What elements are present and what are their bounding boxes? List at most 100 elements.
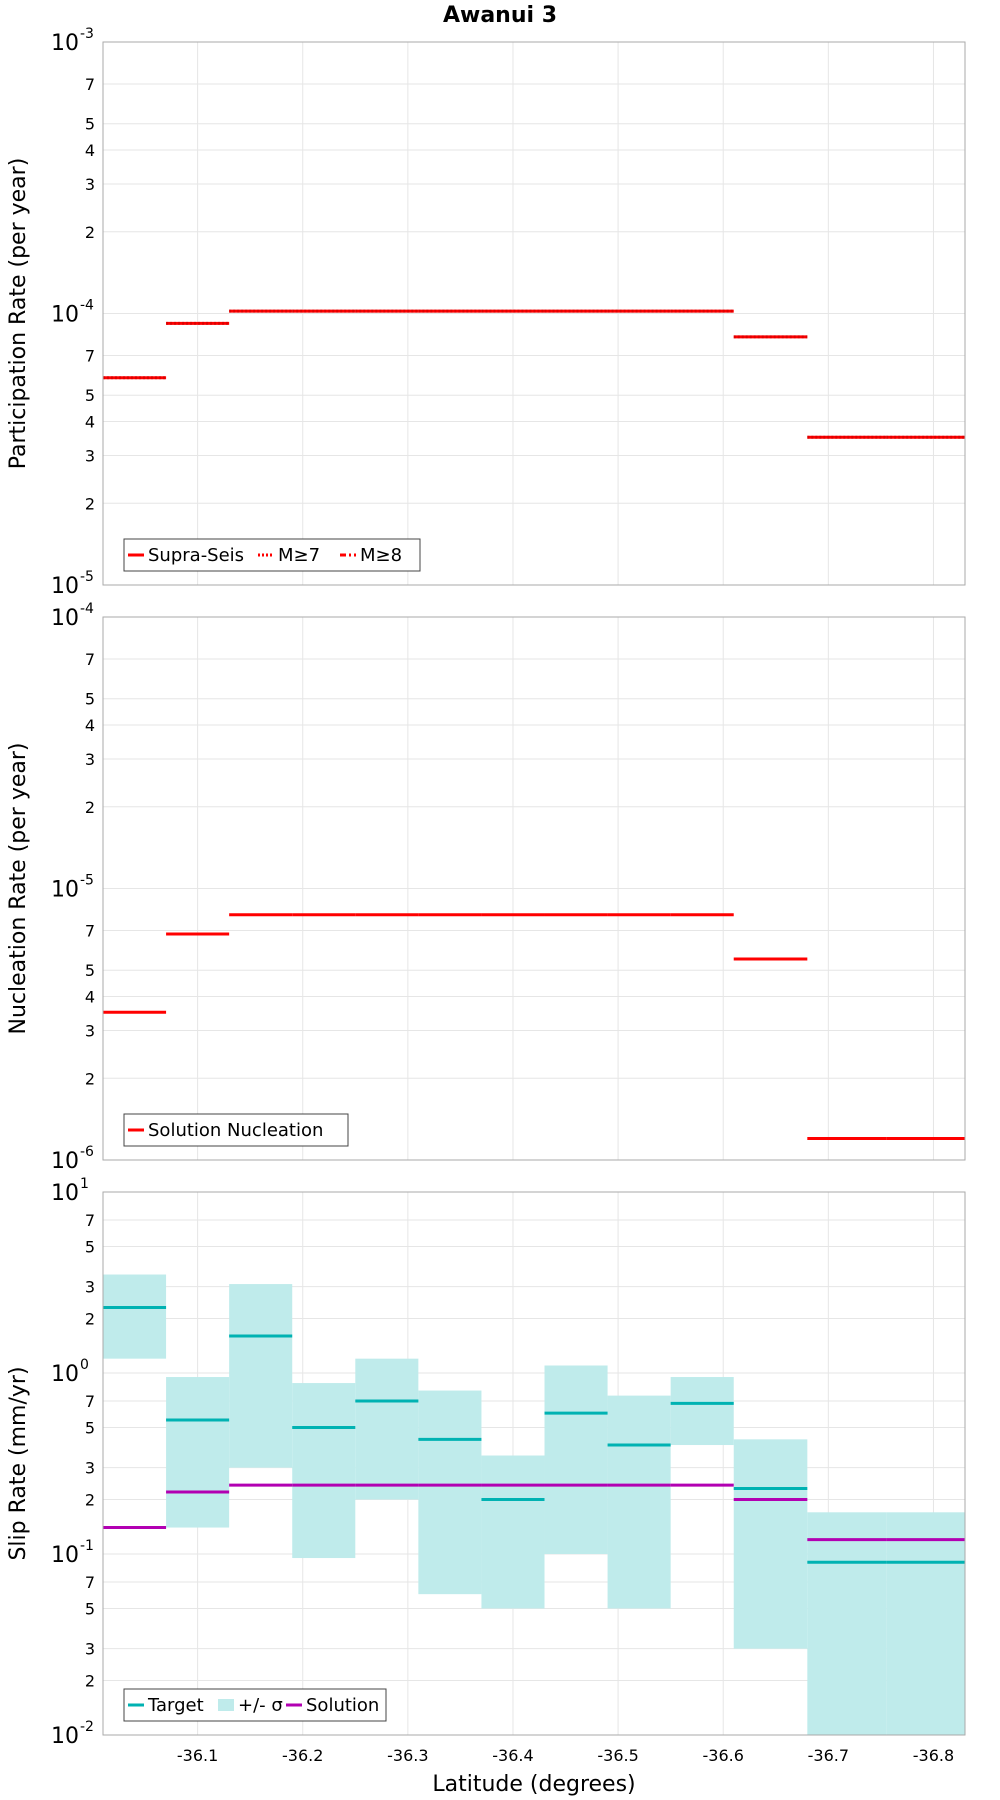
plot-frame: [102, 41, 966, 586]
sigma-band-0: [103, 1274, 167, 1359]
y-major-tick-exp: -5: [80, 569, 94, 585]
gridlines: [103, 41, 965, 586]
x-tick-label: -36.5: [597, 1746, 638, 1765]
x-tick-label: -36.6: [703, 1746, 744, 1765]
sigma-band-7: [544, 1365, 608, 1554]
y-tick-label: 5: [85, 1418, 95, 1437]
sigma-band-4: [355, 1358, 419, 1500]
y-tick-label: 7: [85, 1573, 95, 1592]
y-major-tick-exp: -6: [80, 1144, 94, 1160]
y-major-tick-exp: -4: [80, 601, 94, 617]
y-tick-label: 3: [85, 446, 95, 465]
y-tick-label: 2: [85, 1491, 95, 1510]
y-tick-label: 4: [85, 141, 95, 160]
y-tick-label: 3: [85, 1021, 95, 1040]
y-tick-label: 7: [85, 1211, 95, 1230]
legend-label: Solution Nucleation: [148, 1120, 323, 1141]
y-tick-label: 7: [85, 922, 95, 941]
sigma-band-10: [733, 1439, 808, 1649]
sigma-band-11: [807, 1512, 887, 1735]
sigma-band-1: [166, 1377, 230, 1528]
plot-frame: [102, 1191, 966, 1736]
legend-label: M≥7: [278, 545, 320, 566]
sigma-band-12: [886, 1512, 965, 1735]
plot-frame: [102, 616, 966, 1161]
gridlines: [103, 616, 965, 1161]
y-major-tick-exp: -5: [80, 873, 94, 889]
y-tick-label: 4: [85, 716, 95, 735]
sigma-band-5: [418, 1390, 482, 1595]
y-tick-label: 5: [85, 115, 95, 134]
y-major-tick-exp: 0: [80, 1357, 89, 1373]
y-tick-label: 3: [85, 1459, 95, 1478]
y-axis-label: Nucleation Rate (per year): [6, 743, 31, 1035]
sigma-band-9: [670, 1377, 734, 1446]
x-tick-label: -36.7: [808, 1746, 849, 1765]
legend-label: Solution: [306, 1695, 379, 1716]
legend-label: Supra-Seis: [148, 545, 244, 566]
y-major-tick-exp: -3: [80, 26, 94, 42]
y-tick-label: 3: [85, 750, 95, 769]
y-major-tick-base: 10: [51, 303, 79, 328]
y-tick-label: 5: [85, 690, 95, 709]
y-tick-label: 2: [85, 1310, 95, 1329]
x-tick-label: -36.4: [492, 1746, 533, 1765]
sigma-band-8: [607, 1395, 671, 1609]
sigma-band-2: [229, 1284, 293, 1468]
y-major-tick-base: 10: [51, 878, 79, 903]
legend-swatch-band: [218, 1699, 234, 1711]
y-tick-label: 3: [85, 175, 95, 194]
y-tick-label: 4: [85, 413, 95, 432]
legend-label: +/- σ: [238, 1695, 283, 1716]
y-major-tick-base: 10: [51, 1724, 79, 1749]
y-major-tick-exp: -4: [80, 298, 94, 314]
y-major-tick-base: 10: [51, 1149, 79, 1174]
y-tick-label: 2: [85, 1672, 95, 1691]
x-tick-label: -36.1: [177, 1746, 218, 1765]
x-tick-label: -36.3: [387, 1746, 428, 1765]
y-tick-label: 2: [85, 798, 95, 817]
y-tick-label: 4: [85, 988, 95, 1007]
y-tick-label: 7: [85, 650, 95, 669]
y-tick-label: 7: [85, 347, 95, 366]
legend-box: [123, 1688, 387, 1722]
legend: Supra-Seis M≥7 M≥8: [123, 538, 421, 572]
legend-label: M≥8: [360, 545, 402, 566]
y-tick-label: 2: [85, 494, 95, 513]
y-major-tick-exp: -2: [80, 1719, 94, 1735]
y-major-tick-base: 10: [51, 1543, 79, 1568]
x-axis-label: Latitude (degrees): [432, 1772, 635, 1797]
x-tick-label: -36.8: [913, 1746, 954, 1765]
y-tick-label: 5: [85, 1237, 95, 1256]
y-tick-label: 5: [85, 386, 95, 405]
y-major-tick-base: 10: [51, 574, 79, 599]
y-tick-label: 5: [85, 1599, 95, 1618]
y-tick-label: 7: [85, 1392, 95, 1411]
y-tick-label: 2: [85, 1069, 95, 1088]
legend-box: [123, 1113, 349, 1147]
y-major-tick-base: 10: [51, 606, 79, 631]
y-major-tick-base: 10: [51, 1362, 79, 1387]
chart-title: Awanui 3: [443, 3, 557, 28]
legend: Target +/- σ Solution: [123, 1688, 387, 1722]
sigma-band-3: [292, 1383, 356, 1559]
y-tick-label: 3: [85, 1278, 95, 1297]
legend: Solution Nucleation: [123, 1113, 349, 1147]
y-tick-label: 2: [85, 223, 95, 242]
y-axis-label: Participation Rate (per year): [6, 158, 31, 470]
y-major-tick-base: 10: [51, 31, 79, 56]
y-axis-label: Slip Rate (mm/yr): [6, 1366, 31, 1560]
y-major-tick-base: 10: [51, 1181, 79, 1206]
sigma-band-6: [481, 1455, 545, 1609]
legend-label: Target: [147, 1695, 204, 1716]
y-tick-label: 5: [85, 961, 95, 980]
x-tick-label: -36.2: [282, 1746, 323, 1765]
y-tick-label: 3: [85, 1640, 95, 1659]
y-tick-label: 7: [85, 75, 95, 94]
y-major-tick-exp: -1: [80, 1538, 94, 1554]
y-major-tick-exp: 1: [80, 1176, 89, 1192]
